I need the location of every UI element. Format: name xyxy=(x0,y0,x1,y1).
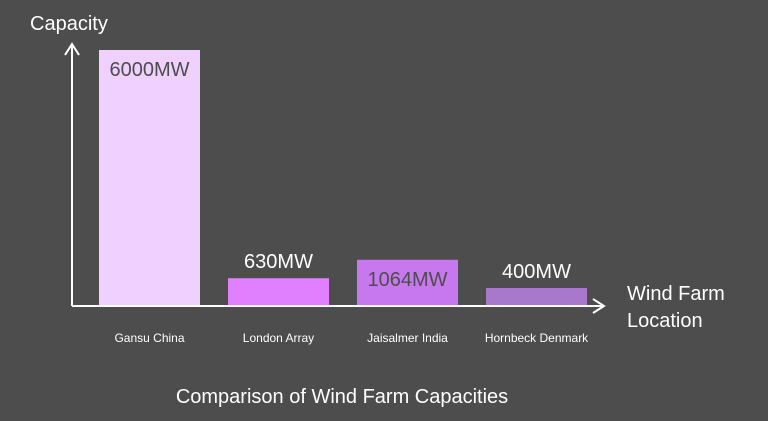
value-label-london-array: 630MW xyxy=(244,251,313,273)
x-axis-title-line-1: Wind Farm xyxy=(627,283,725,305)
value-label-hornbeck-denmark: 400MW xyxy=(502,261,571,283)
x-tick-label-gansu-china: Gansu China xyxy=(114,331,184,345)
y-axis-title: Capacity xyxy=(30,13,108,35)
x-tick-label-hornbeck-denmark: Hornbeck Denmark xyxy=(485,331,589,345)
x-axis-title: Wind Farm Location xyxy=(627,283,730,332)
bar-jaisalmer-india xyxy=(357,259,458,305)
y-axis-line xyxy=(64,42,80,306)
value-label-gansu-china: 6000MW xyxy=(109,59,189,81)
value-labels-group: 6000MW 630MW 1064MW 400MW xyxy=(109,59,571,291)
x-axis-line xyxy=(72,298,606,314)
bar-london-array xyxy=(228,278,329,305)
x-axis-title-line-2: Location xyxy=(627,310,703,332)
x-tick-label-jaisalmer-india: Jaisalmer India xyxy=(367,331,448,345)
chart-axes xyxy=(64,42,606,314)
x-tick-label-london-array: London Array xyxy=(243,331,314,345)
bars-group xyxy=(99,50,587,305)
chart-title: Comparison of Wind Farm Capacities xyxy=(176,386,508,408)
bar-gansu-china xyxy=(99,50,200,305)
bar-hornbeck-denmark xyxy=(486,288,587,305)
x-tick-labels-group: Gansu China London Array Jaisalmer India Ho… xyxy=(114,331,589,345)
value-label-jaisalmer-india: 1064MW xyxy=(367,269,447,291)
